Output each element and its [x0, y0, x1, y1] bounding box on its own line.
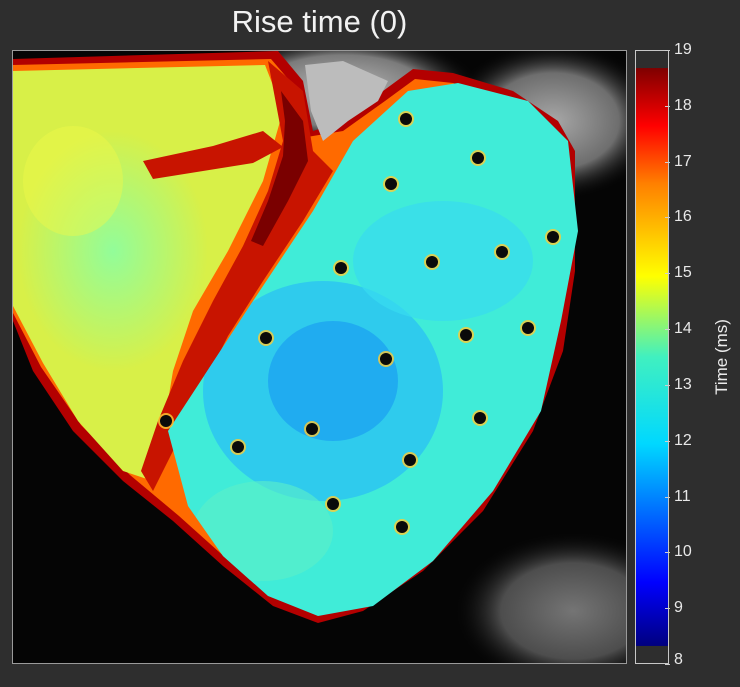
colorbar-tick-mark	[665, 440, 670, 442]
electrode-marker	[472, 152, 484, 164]
colorbar-tick-mark	[665, 664, 670, 665]
colorbar-tick-label: 16	[674, 208, 692, 226]
colorbar-tick-mark	[665, 161, 670, 163]
electrode-markers	[158, 111, 561, 535]
electrode-marker	[396, 521, 408, 533]
electrode-marker	[306, 423, 318, 435]
rv-yellow-patch	[23, 126, 123, 236]
electrode-marker	[232, 441, 244, 453]
electrode-marker	[380, 353, 392, 365]
electrode-marker	[160, 415, 172, 427]
earliest-activation-core	[268, 321, 398, 441]
colorbar-tick-mark	[665, 608, 670, 610]
colorbar-tick-label: 17	[674, 152, 692, 170]
electrode-marker	[327, 498, 339, 510]
colorbar-tick-mark	[665, 50, 670, 51]
rv-center-shading	[18, 131, 208, 371]
electrode-marker	[385, 178, 397, 190]
colorbar-tick-label: 12	[674, 431, 692, 449]
colorbar-tick-label: 11	[674, 487, 691, 505]
colorbar-tick-mark	[665, 496, 670, 498]
colorbar-gradient	[636, 68, 668, 646]
lv-mid-shading	[353, 201, 533, 321]
colorbar	[635, 50, 669, 664]
colorbar-tick-label: 8	[674, 651, 683, 668]
tissue-shading-lower	[453, 531, 626, 663]
septal-band-branch	[143, 131, 283, 179]
electrode-marker	[547, 231, 559, 243]
electrode-marker	[400, 113, 412, 125]
colorbar-tick-label: 15	[674, 264, 692, 282]
electrode-marker	[335, 262, 347, 274]
colorbar-label: Time (ms)	[712, 319, 731, 395]
electrode-marker	[260, 332, 272, 344]
electrode-marker	[404, 454, 416, 466]
colorbar-tick-label: 19	[674, 41, 692, 58]
colorbar-tick-label: 13	[674, 375, 692, 393]
colorbar-tick-mark	[665, 105, 670, 107]
electrode-marker	[460, 329, 472, 341]
colorbar-tick-label: 14	[674, 320, 692, 338]
colorbar-tick-mark	[665, 273, 670, 275]
heatmap-svg	[13, 51, 626, 663]
electrode-marker	[474, 412, 486, 424]
colorbar-tick-mark	[665, 217, 670, 219]
chart-title: Rise time (0)	[231, 4, 408, 39]
lv-apex-shading	[193, 481, 333, 581]
heatmap-panel	[12, 50, 627, 664]
colorbar-tick-label: 10	[674, 543, 692, 561]
colorbar-tick-label: 9	[674, 599, 683, 617]
colorbar-tick-mark	[665, 552, 670, 554]
electrode-marker	[496, 246, 508, 258]
atrial-gap	[305, 61, 388, 141]
electrode-marker	[522, 322, 534, 334]
septal-band-core	[251, 91, 308, 246]
colorbar-tick-mark	[665, 384, 670, 386]
colorbar-tick-label: 18	[674, 96, 692, 114]
colorbar-tick-mark	[665, 329, 670, 331]
electrode-marker	[426, 256, 438, 268]
